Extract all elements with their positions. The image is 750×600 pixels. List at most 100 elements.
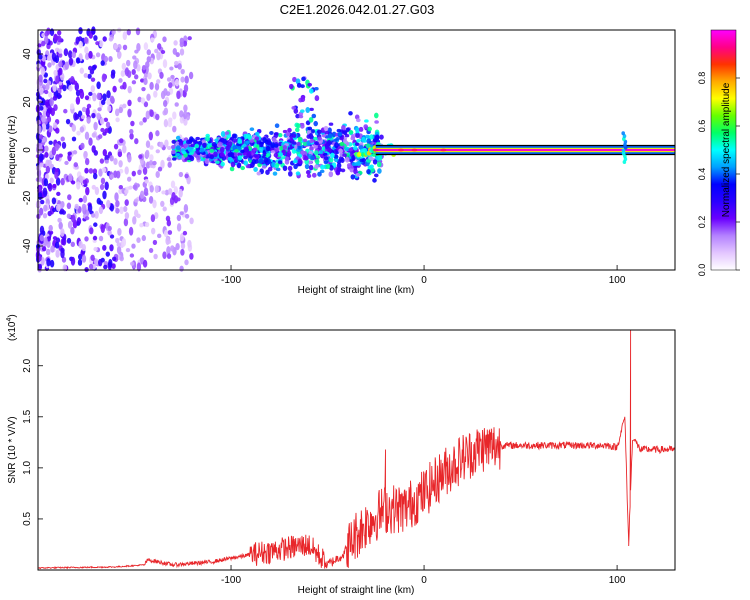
spectrogram-cell xyxy=(96,197,102,205)
spectrogram-cell xyxy=(58,81,63,86)
colorbar-frame xyxy=(710,29,737,271)
spectrogram-cell xyxy=(254,131,260,137)
spectrogram-cell xyxy=(132,215,137,225)
spectrogram-cell xyxy=(146,93,151,101)
spectrogram-y-tick-label: -40 xyxy=(22,238,33,253)
snr-x-tick-label: 0 xyxy=(421,575,427,586)
spectrogram-cell xyxy=(176,90,181,100)
spectrogram-cell xyxy=(88,91,93,97)
spectrogram-cell xyxy=(328,133,333,139)
spectrogram-cell xyxy=(43,236,48,246)
spectrogram-cell xyxy=(118,160,123,168)
spectrogram-cell xyxy=(116,245,122,255)
spectrogram-cell xyxy=(372,148,379,152)
spectrogram-cell xyxy=(155,149,160,154)
spectrogram-cell xyxy=(48,224,53,232)
spectrogram-cell xyxy=(60,177,65,186)
spectrogram-cell xyxy=(88,168,94,174)
spectrogram-cell xyxy=(180,76,185,83)
spectrogram-cell xyxy=(291,133,297,138)
spectrogram-cell xyxy=(94,210,99,219)
spectrogram-cell xyxy=(297,136,303,142)
spectrogram-cell xyxy=(120,70,126,77)
spectrogram-cell xyxy=(127,108,132,118)
spectrogram-cell xyxy=(55,177,61,186)
spectrogram-y-tick-label: 40 xyxy=(22,48,33,60)
spectrogram-cell xyxy=(354,142,360,147)
spectrogram-cell xyxy=(38,192,43,201)
spectrogram-cell xyxy=(148,131,153,141)
spectrogram-cell xyxy=(225,145,230,151)
spectrogram-cell xyxy=(93,246,98,252)
spectrogram-cell xyxy=(322,152,328,156)
spectrogram-cell xyxy=(353,168,358,175)
spectrogram-cell xyxy=(117,50,122,58)
spectrogram-cell xyxy=(103,55,109,63)
snr-multiplier-exponent: 4 xyxy=(6,318,13,322)
spectrogram-cell xyxy=(331,131,337,138)
spectrogram-cell xyxy=(55,249,60,258)
spectrogram-cell xyxy=(355,127,360,134)
spectrogram-cell xyxy=(363,124,369,129)
spectrogram-cell xyxy=(83,73,89,78)
spectrogram-cell xyxy=(295,113,300,119)
spectrogram-cell xyxy=(91,132,97,138)
spectrogram-cell xyxy=(213,151,218,158)
spectrogram-cell xyxy=(54,241,60,249)
spectrogram-cell xyxy=(64,61,70,70)
spectrogram-cell xyxy=(70,256,76,266)
spectrogram-cell xyxy=(218,141,223,147)
spectrogram-cell xyxy=(132,55,137,60)
spectrogram-cell xyxy=(166,77,172,82)
spectrogram-cell xyxy=(146,49,151,56)
spectrogram-cell xyxy=(175,145,181,151)
spectrogram-cell xyxy=(51,197,57,205)
spectrogram-cell xyxy=(273,132,279,139)
spectrogram-cell xyxy=(40,66,46,76)
spectrogram-cell xyxy=(118,78,123,83)
spectrogram-cell xyxy=(282,145,288,150)
spectrogram-cell xyxy=(115,237,120,244)
spectrogram-cell xyxy=(284,156,290,162)
spectrogram-cell xyxy=(358,126,364,132)
spectrogram-cell xyxy=(92,235,98,241)
spectrogram-cell xyxy=(342,139,348,144)
spectrogram-cell xyxy=(38,54,43,60)
spectrogram-cell xyxy=(109,173,115,180)
spectrogram-cell xyxy=(87,203,93,213)
spectrogram-cell xyxy=(131,69,136,75)
spectrogram-cell xyxy=(52,207,57,213)
spectrogram-cell xyxy=(54,170,59,180)
spectrogram-cell xyxy=(236,162,242,169)
spectrogram-cell xyxy=(59,210,64,215)
spectrogram-cell xyxy=(115,108,120,117)
colorbar-tick-label: 0.2 xyxy=(697,216,707,229)
spectrogram-cell xyxy=(160,200,165,207)
spectrogram-cell xyxy=(265,152,271,157)
spectrogram-cell xyxy=(165,236,170,246)
spectrogram-cell xyxy=(240,166,245,171)
spectrogram-cell xyxy=(55,237,61,244)
spectrogram-marks xyxy=(35,26,675,273)
spectrogram-cell xyxy=(148,248,154,253)
spectrogram-cell xyxy=(44,89,49,95)
spectrogram-cell xyxy=(163,99,168,108)
spectrogram-cell xyxy=(56,191,61,197)
spectrogram-cell xyxy=(256,171,262,176)
spectrogram-cell xyxy=(79,90,85,100)
spectrogram-cell xyxy=(160,49,166,55)
spectrogram-cell xyxy=(49,177,54,184)
spectrogram-cell xyxy=(323,125,329,132)
spectrogram-cell xyxy=(219,137,225,143)
spectrogram-cell xyxy=(40,199,45,205)
spectrogram-cell xyxy=(351,154,356,162)
spectrogram-cell xyxy=(214,138,219,143)
spectrogram-cell xyxy=(179,48,185,56)
spectrogram-cell xyxy=(134,74,139,80)
spectrogram-cell xyxy=(224,131,230,135)
spectrogram-cell xyxy=(162,36,167,43)
spectrogram-cell xyxy=(328,171,334,178)
spectrogram-cell xyxy=(130,120,135,127)
spectrogram-cell xyxy=(314,141,319,146)
spectrogram-y-ticks: -40 -20 0 20 40 xyxy=(22,48,43,253)
